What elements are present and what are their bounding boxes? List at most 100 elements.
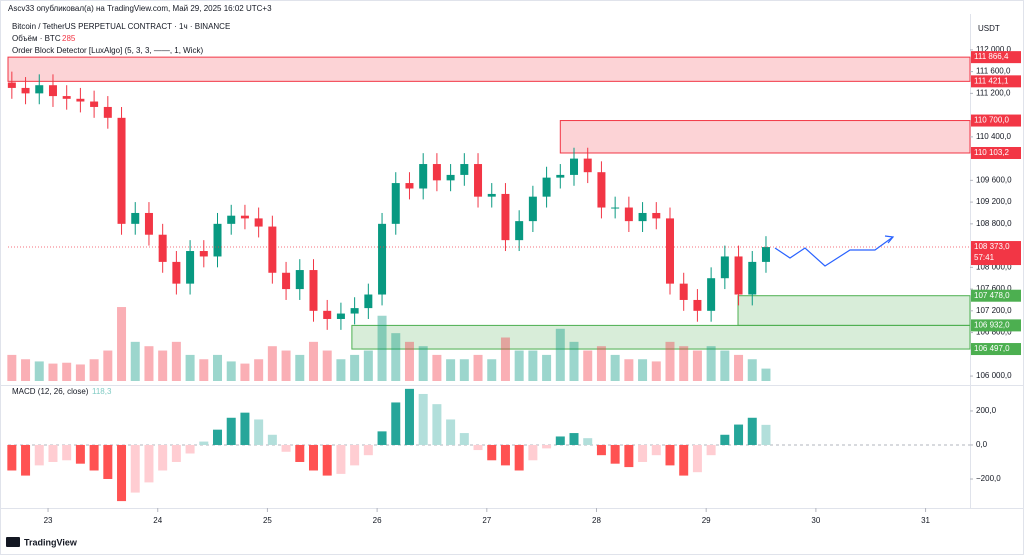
macd-bar bbox=[432, 404, 442, 445]
macd-bar bbox=[377, 431, 387, 445]
volume-bar bbox=[569, 341, 579, 381]
macd-bar bbox=[254, 419, 264, 445]
macd-bar bbox=[514, 444, 524, 471]
candle-body bbox=[103, 106, 112, 118]
macd-bar bbox=[651, 444, 661, 456]
volume-bar bbox=[350, 354, 360, 381]
macd-bar bbox=[418, 393, 428, 445]
volume-bar bbox=[295, 354, 305, 381]
macd-bar bbox=[720, 434, 730, 445]
macd-bar bbox=[583, 438, 593, 445]
macd-bar bbox=[103, 444, 113, 479]
macd-bar bbox=[555, 436, 565, 445]
forecast-arrowhead bbox=[884, 235, 895, 244]
volume-bar bbox=[720, 350, 730, 381]
macd-bar bbox=[446, 419, 456, 445]
candle-body bbox=[48, 85, 57, 97]
volume-bar bbox=[446, 359, 456, 381]
volume-bar bbox=[761, 368, 771, 381]
x-tick-label: 25 bbox=[263, 516, 272, 525]
volume-bar bbox=[226, 361, 236, 381]
candle-body bbox=[199, 251, 208, 257]
volume-bar bbox=[322, 350, 332, 381]
macd-tick-label: 200,0 bbox=[976, 406, 997, 415]
volume-bar bbox=[199, 359, 209, 381]
price-label: 111 421,1 bbox=[974, 76, 1009, 85]
volume-bar bbox=[542, 354, 552, 381]
macd-bar bbox=[117, 444, 127, 502]
candle-body bbox=[624, 207, 633, 222]
volume-bar bbox=[117, 307, 127, 381]
candle-body bbox=[227, 215, 236, 224]
macd-bar bbox=[350, 444, 360, 466]
candle-body bbox=[268, 226, 277, 273]
macd-bar bbox=[679, 444, 689, 476]
y-tick-label: 107 200,0 bbox=[976, 306, 1012, 315]
x-tick-label: 31 bbox=[921, 516, 930, 525]
macd-bar bbox=[213, 429, 223, 445]
volume-bar bbox=[747, 359, 757, 381]
candle-body bbox=[240, 215, 249, 219]
volume-bar bbox=[34, 361, 44, 381]
price-label: 108 373,0 bbox=[974, 242, 1010, 251]
macd-bar bbox=[706, 444, 716, 456]
volume-bar bbox=[404, 341, 414, 381]
macd-bar bbox=[48, 444, 58, 462]
volume-bar bbox=[130, 341, 140, 381]
volume-bar bbox=[555, 328, 565, 381]
price-label: 106 932,0 bbox=[974, 321, 1010, 330]
volume-bar bbox=[624, 359, 634, 381]
macd-bar bbox=[500, 444, 510, 466]
macd-bar bbox=[34, 444, 44, 466]
volume-bar bbox=[377, 315, 387, 381]
macd-bar bbox=[144, 444, 154, 483]
indicator-title: Order Block Detector [LuxAlgo] (5, 3, 3,… bbox=[12, 46, 204, 55]
volume-bar bbox=[363, 350, 373, 381]
candle-body bbox=[515, 221, 524, 241]
macd-bar bbox=[734, 424, 744, 445]
price-label-bg bbox=[971, 319, 1021, 332]
macd-bar bbox=[692, 444, 702, 473]
macd-bar bbox=[459, 433, 469, 445]
price-label-bg bbox=[971, 343, 1021, 356]
candle-body bbox=[131, 212, 140, 224]
volume-bar bbox=[75, 364, 85, 381]
candle-body bbox=[117, 117, 126, 224]
candle-body bbox=[282, 272, 291, 290]
volume-bar bbox=[185, 354, 195, 381]
candle-body bbox=[665, 218, 674, 284]
volume-bar bbox=[308, 341, 318, 381]
countdown: 57:41 bbox=[974, 253, 995, 262]
candle-body bbox=[336, 313, 345, 319]
volume-bar bbox=[48, 363, 58, 381]
volume-bar bbox=[610, 354, 620, 381]
brand: TradingView bbox=[24, 537, 78, 547]
volume-bar bbox=[213, 354, 223, 381]
volume-bar bbox=[459, 359, 469, 381]
volume-bar bbox=[103, 350, 113, 381]
macd-bar bbox=[487, 444, 497, 461]
volume-bar bbox=[500, 337, 510, 381]
price-label-bg bbox=[971, 75, 1021, 88]
candle-body bbox=[158, 234, 167, 262]
candle-body bbox=[391, 183, 400, 224]
price-label: 107 478,0 bbox=[974, 291, 1010, 300]
y-tick-label: 106 800,0 bbox=[976, 328, 1012, 337]
volume-bar bbox=[473, 354, 483, 381]
candle-body bbox=[679, 283, 688, 300]
candle-body bbox=[254, 218, 263, 227]
y-tick-label: 111 200,0 bbox=[976, 88, 1011, 97]
macd-bar bbox=[624, 444, 634, 468]
price-label-bg bbox=[971, 51, 1021, 64]
candle-body bbox=[405, 183, 414, 189]
volume-bar bbox=[514, 350, 524, 381]
macd-bar bbox=[62, 444, 72, 461]
macd-bar bbox=[665, 444, 675, 466]
macd-bar bbox=[199, 441, 209, 445]
macd-title: MACD (12, 26, close) bbox=[12, 387, 89, 396]
candle-body bbox=[186, 251, 195, 284]
order-block bbox=[559, 120, 971, 154]
macd-bar bbox=[391, 402, 401, 445]
y-tick-label: 111 600,0 bbox=[976, 67, 1011, 76]
